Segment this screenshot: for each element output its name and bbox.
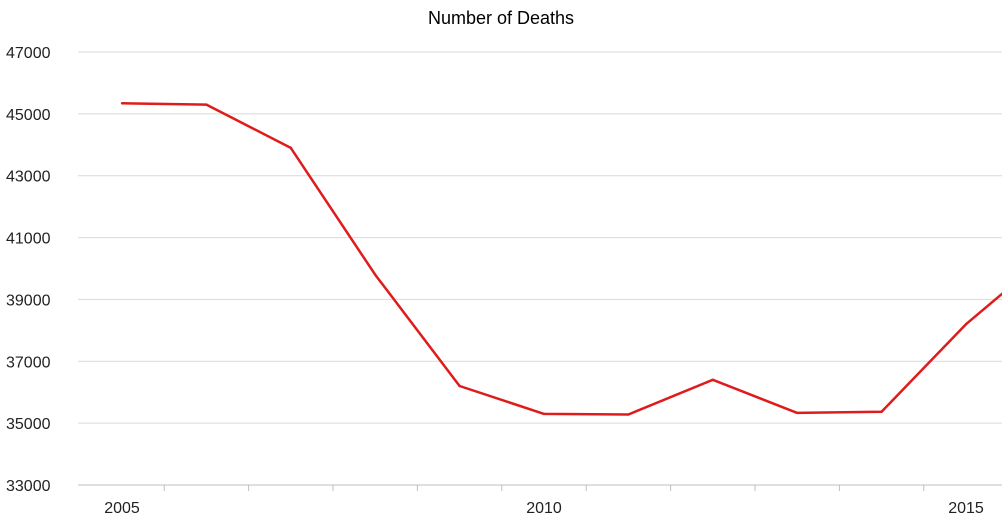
y-tick-label: 45000 (6, 107, 51, 124)
y-tick-label: 37000 (6, 354, 51, 371)
data-point (205, 103, 208, 106)
y-tick-label: 43000 (6, 169, 51, 186)
y-tick-label: 39000 (6, 292, 51, 309)
y-tick-label: 47000 (6, 45, 51, 62)
data-point (289, 146, 292, 150)
data-point (796, 411, 799, 415)
data-point (542, 412, 546, 416)
data-point (964, 322, 968, 326)
y-tick-label: 35000 (6, 416, 51, 433)
data-point (627, 413, 630, 416)
x-tick-label: 2010 (526, 500, 562, 517)
data-point (880, 410, 883, 413)
series-line (121, 102, 1002, 416)
y-tick-label: 33000 (6, 478, 51, 495)
x-tick-label: 2015 (948, 500, 984, 517)
x-tick-label: 2005 (104, 500, 140, 517)
data-point (374, 273, 377, 276)
data-point (458, 384, 461, 388)
chart-title: Number of Deaths (427, 8, 575, 28)
data-point (120, 102, 124, 105)
data-point (711, 378, 714, 382)
y-tick-label: 41000 (6, 231, 51, 248)
